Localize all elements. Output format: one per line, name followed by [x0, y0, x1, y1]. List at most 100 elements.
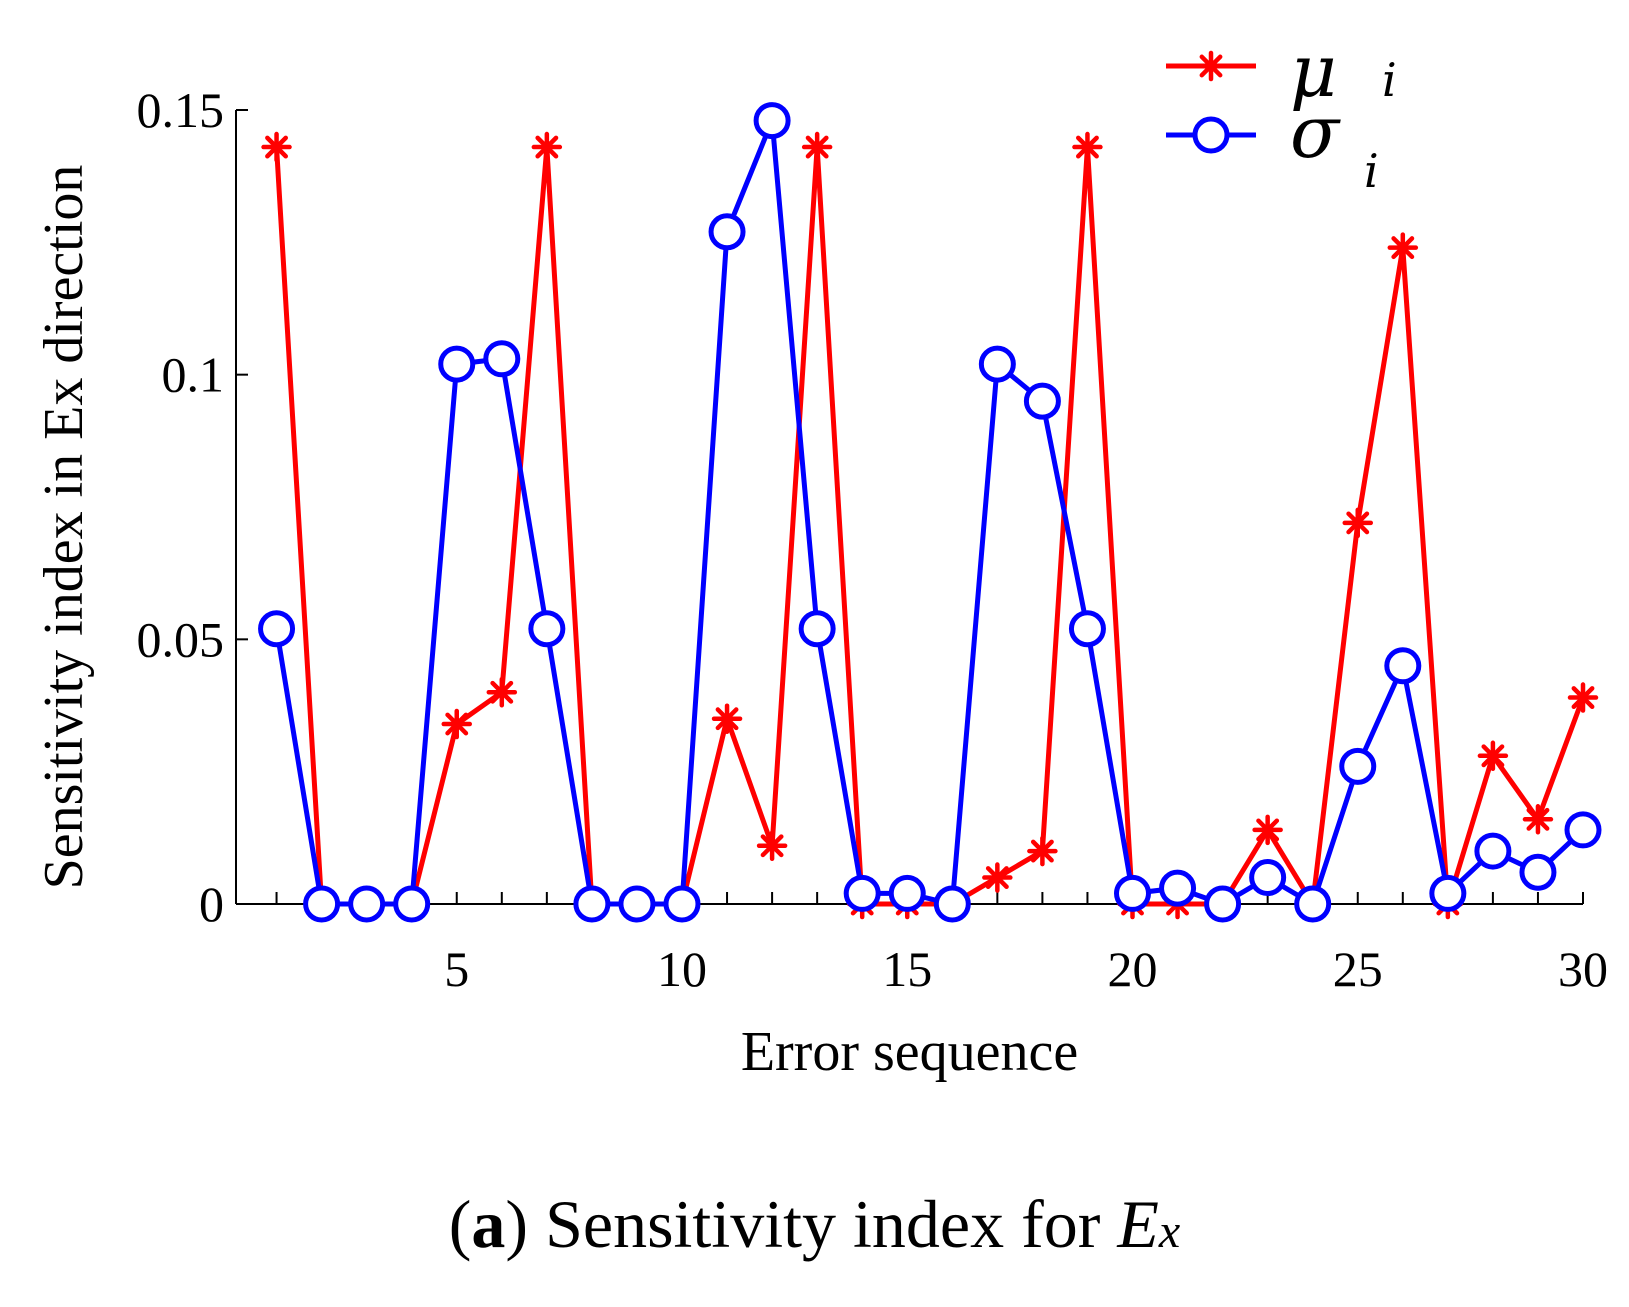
y-tick-label: 0: [199, 876, 224, 932]
series-mu: [261, 131, 1599, 920]
data-point-sigma: [1113, 874, 1151, 912]
legend-sigma-subscript: i: [1364, 144, 1379, 198]
asterisk-stroke: [1030, 839, 1054, 863]
asterisk-stroke: [985, 866, 1009, 889]
legend-mu-marker: [1195, 50, 1227, 82]
data-point-sigma: [438, 345, 476, 383]
data-point-sigma: [303, 885, 341, 923]
y-axis-title: Sensitivity index in Ex direction: [33, 165, 95, 890]
asterisk-stroke: [1391, 236, 1415, 260]
data-point-mu: [1522, 804, 1554, 835]
data-point-sigma: [1474, 832, 1512, 870]
series-sigma: [258, 102, 1602, 923]
series-layer: [258, 102, 1602, 923]
data-point-mu: [261, 131, 292, 163]
data-point-sigma: [888, 874, 926, 912]
x-tick-label: 10: [657, 941, 707, 997]
chart-axes: [235, 110, 1583, 905]
asterisk-stroke: [1076, 135, 1099, 159]
data-point-mu: [1252, 814, 1283, 846]
x-tick-label: 25: [1333, 941, 1383, 997]
data-point-mu: [531, 131, 563, 163]
data-point-mu: [1342, 507, 1373, 539]
legend-item-sigma: σ i: [1166, 90, 1379, 198]
data-point-sigma: [933, 885, 971, 923]
data-point-mu: [486, 677, 518, 708]
x-ticks: 5 10 15 20 25 30: [275, 892, 1608, 997]
x-tick-label: 5: [444, 941, 469, 997]
data-point-mu: [1072, 131, 1103, 163]
asterisk-stroke: [760, 834, 784, 858]
asterisk-stroke: [1571, 686, 1595, 710]
legend-item-mu: μ i: [1166, 29, 1397, 113]
data-point-sigma: [1339, 747, 1377, 785]
data-point-sigma: [573, 885, 611, 923]
data-point-mu: [1567, 682, 1599, 713]
x-tick-label: 30: [1558, 941, 1608, 997]
data-point-sigma: [843, 874, 881, 912]
asterisk-stroke: [1199, 54, 1223, 78]
data-point-sigma: [1294, 885, 1332, 923]
asterisk-stroke: [445, 712, 469, 736]
asterisk-stroke: [1346, 511, 1370, 535]
legend-mu-symbol: μ: [1290, 29, 1337, 113]
legend-sigma-marker: [1192, 116, 1230, 154]
data-point-sigma: [258, 610, 296, 648]
y-ticks: 0 0.05 0.1 0.15: [137, 82, 248, 932]
x-axis-title: Error sequence: [741, 1021, 1078, 1083]
data-point-sigma: [1204, 885, 1242, 923]
caption-variable: E: [1117, 1186, 1159, 1262]
data-point-sigma: [1429, 874, 1467, 912]
caption-text: Sensitivity index for: [528, 1186, 1118, 1262]
x-tick-label: 15: [882, 941, 932, 997]
data-point-mu: [756, 830, 788, 862]
asterisk-stroke: [1526, 807, 1550, 831]
data-point-sigma: [1564, 811, 1602, 849]
asterisk-stroke: [1256, 818, 1280, 842]
data-point-sigma: [1519, 853, 1557, 891]
data-point-sigma: [663, 885, 701, 923]
asterisk-stroke: [715, 707, 739, 731]
caption-label: a: [471, 1186, 506, 1262]
chart-figure: 00.050.10.15 5 10 15 20 25 30 Error sequence …: [33, 29, 1608, 1083]
x-tick-label: 20: [1107, 941, 1157, 997]
data-point-mu: [1027, 835, 1058, 867]
series-mu-line: [274, 144, 1586, 907]
asterisk-stroke: [805, 135, 829, 159]
data-point-sigma: [528, 610, 566, 648]
y-tick-label: 0.05: [137, 611, 225, 667]
data-point-mu: [982, 862, 1013, 893]
figure-caption: (a) Sensitivity index for Ex: [448, 1186, 1181, 1262]
data-point-sigma: [483, 340, 521, 378]
data-point-mu: [1477, 740, 1509, 772]
y-tick-label: 0.1: [162, 347, 225, 403]
asterisk-stroke: [265, 135, 288, 159]
data-point-sigma: [1384, 647, 1422, 685]
data-point-sigma: [1159, 869, 1197, 907]
data-point-sigma: [618, 885, 656, 923]
legend-asterisk: [1195, 50, 1227, 82]
data-point-sigma: [708, 213, 746, 251]
data-point-sigma: [1068, 610, 1106, 648]
asterisk-stroke: [490, 680, 514, 704]
data-point-sigma: [1249, 859, 1287, 897]
data-point-sigma: [348, 885, 386, 923]
legend-circle: [1192, 116, 1230, 154]
data-point-mu: [801, 131, 833, 163]
legend-mu-subscript: i: [1382, 53, 1397, 107]
data-point-sigma: [1023, 382, 1061, 420]
data-point-mu: [1387, 232, 1419, 263]
y-tick-label: 0.15: [137, 82, 225, 138]
legend: μ i σ i: [1166, 29, 1397, 198]
data-point-mu: [711, 703, 743, 734]
legend-sigma-symbol: σ: [1290, 90, 1341, 174]
data-point-sigma: [393, 885, 431, 923]
asterisk-stroke: [535, 135, 559, 159]
caption-variable-subscript: x: [1158, 1205, 1181, 1258]
data-point-sigma: [978, 345, 1016, 383]
data-point-sigma: [798, 610, 836, 648]
series-sigma-line: [274, 118, 1585, 907]
data-point-sigma: [753, 102, 791, 140]
data-point-mu: [441, 708, 472, 740]
asterisk-stroke: [1481, 744, 1505, 768]
